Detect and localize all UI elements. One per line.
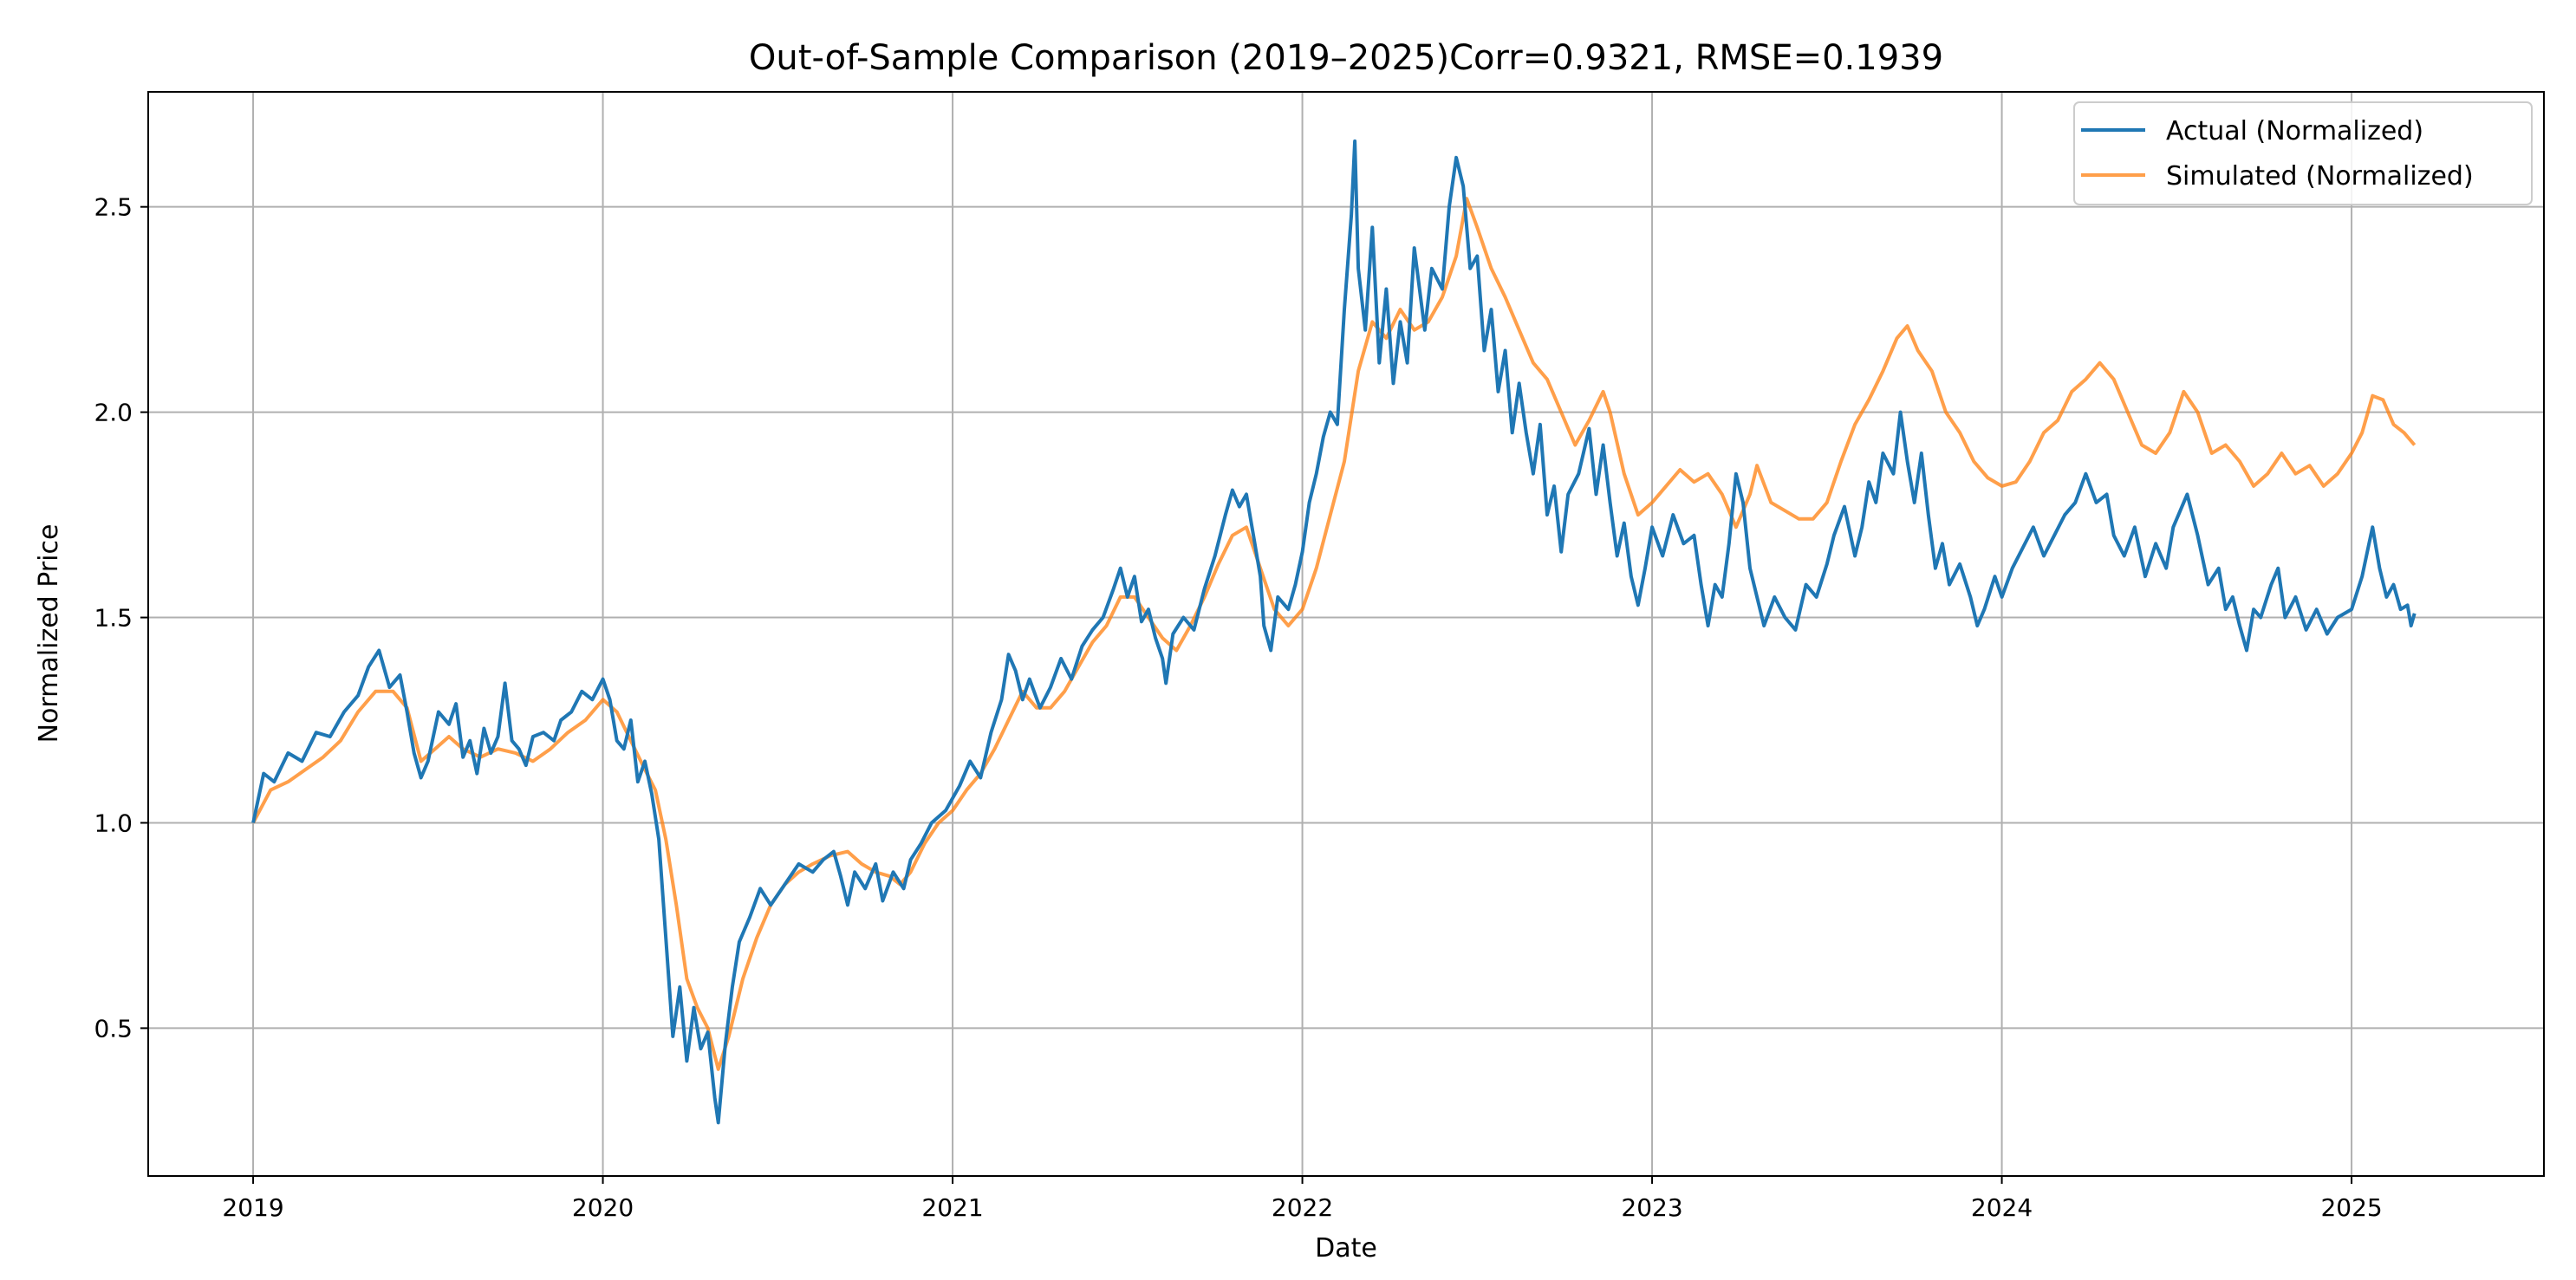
y-tick-label: 1.0: [94, 809, 133, 837]
legend-label-simulated: Simulated (Normalized): [2166, 161, 2474, 192]
x-tick-label: 2023: [1621, 1193, 1682, 1222]
y-axis-label: Normalized Price: [34, 524, 64, 744]
legend-box: [2073, 101, 2533, 205]
y-tick-label: 2.5: [94, 193, 133, 222]
legend: Actual (Normalized) Simulated (Normalize…: [2073, 101, 2533, 205]
legend-label-actual: Actual (Normalized): [2166, 116, 2423, 146]
chart-title: Out-of-Sample Comparison (2019–2025)Corr…: [749, 38, 1943, 78]
x-tick-label: 2022: [1272, 1193, 1333, 1222]
series-line-actual: [251, 139, 2417, 1125]
y-tick-label: 0.5: [94, 1014, 133, 1043]
x-tick-label: 2020: [572, 1193, 634, 1222]
x-tick-label: 2019: [222, 1193, 283, 1222]
series-line-simulated: [251, 197, 2417, 1071]
x-tick-label: 2024: [1971, 1193, 2033, 1222]
plot-area: [147, 91, 2545, 1177]
x-tick-label: 2025: [2320, 1193, 2382, 1222]
axis-ticks: 2019 2020 2021 2022 2023 2024 2025 0.5 1.0 1.5 2.0…: [94, 193, 2382, 1222]
y-tick-label: 2.0: [94, 399, 133, 427]
x-tick-label: 2021: [921, 1193, 983, 1222]
series-layer: [251, 139, 2417, 1125]
grid-lines: [148, 92, 2544, 1176]
y-tick-label: 1.5: [94, 604, 133, 633]
x-axis-label: Date: [1315, 1233, 1377, 1264]
